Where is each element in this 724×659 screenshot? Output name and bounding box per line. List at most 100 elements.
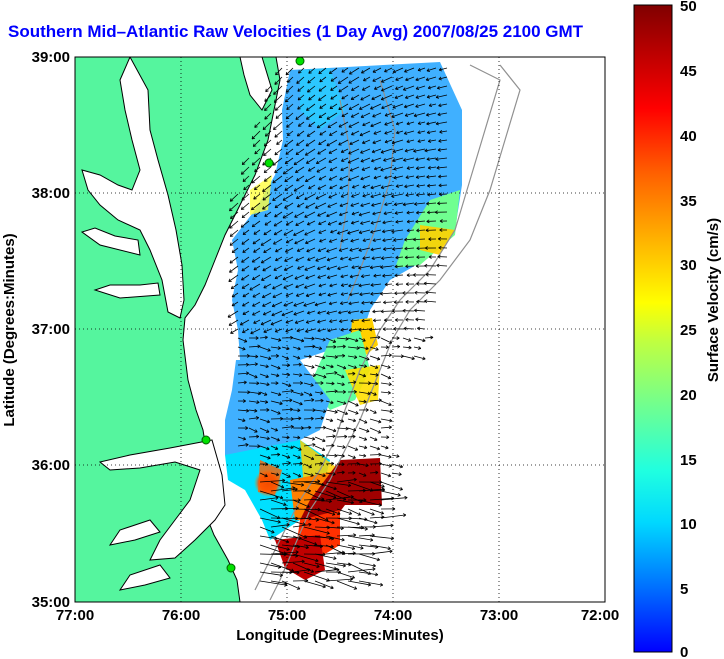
- velocity-arrow-head: [383, 247, 387, 251]
- velocity-arrow-head: [308, 464, 312, 469]
- velocity-arrow-head: [344, 411, 348, 416]
- velocity-arrow-head: [274, 81, 278, 85]
- velocity-arrow-head: [362, 184, 366, 189]
- x-tick-label: 75:00: [268, 607, 306, 624]
- velocity-arrow: [347, 427, 357, 431]
- velocity-arrow-head: [393, 238, 397, 242]
- velocity-arrow: [293, 229, 305, 236]
- velocity-arrow: [281, 355, 289, 360]
- plot-frame: [74, 56, 606, 603]
- velocity-arrow: [304, 229, 316, 236]
- velocity-arrow: [281, 346, 290, 350]
- velocity-arrow: [392, 103, 404, 109]
- velocity-arrow: [339, 175, 349, 181]
- velocity-arrow-head: [399, 464, 404, 469]
- velocity-arrow: [358, 436, 367, 441]
- velocity-arrow-head: [308, 425, 312, 430]
- velocity-arrow-head: [372, 567, 376, 571]
- velocity-arrow: [336, 364, 347, 369]
- velocity-arrow: [316, 121, 327, 129]
- velocity-arrow: [336, 517, 360, 525]
- velocity-arrow-head: [275, 472, 280, 477]
- velocity-arrow: [338, 76, 349, 84]
- velocity-arrow: [325, 435, 336, 438]
- velocity-arrow: [264, 112, 272, 120]
- velocity-arrow: [395, 184, 404, 187]
- velocity-arrow-head: [405, 77, 409, 82]
- velocity-arrow-head: [262, 197, 266, 201]
- velocity-arrow: [272, 301, 283, 307]
- velocity-arrow-head: [395, 77, 399, 81]
- velocity-arrow-head: [417, 139, 421, 143]
- velocity-arrow-head: [362, 373, 367, 378]
- velocity-arrow-head: [263, 392, 268, 396]
- velocity-arrow: [296, 76, 305, 84]
- velocity-arrow: [336, 544, 355, 550]
- velocity-arrow-head: [287, 79, 291, 83]
- velocity-arrow-head: [347, 230, 351, 235]
- velocity-arrow-head: [264, 98, 268, 102]
- velocity-arrow-head: [405, 300, 409, 304]
- velocity-arrow: [292, 373, 303, 376]
- velocity-arrow: [314, 391, 324, 394]
- velocity-arrow: [264, 220, 272, 226]
- velocity-arrow-head: [274, 134, 278, 138]
- velocity-arrow-head: [332, 495, 337, 499]
- velocity-arrow: [241, 256, 250, 263]
- velocity-arrow-head: [318, 176, 323, 181]
- velocity-arrow: [325, 481, 351, 487]
- velocity-arrow-head: [344, 434, 348, 439]
- velocity-arrow-head: [369, 265, 374, 270]
- station-marker: [226, 563, 236, 573]
- velocity-arrow: [336, 580, 357, 590]
- velocity-arrow-head: [403, 326, 407, 331]
- velocity-arrow: [358, 364, 367, 367]
- velocity-arrow-head: [299, 381, 303, 385]
- velocity-arrow-head: [369, 327, 373, 332]
- velocity-arrow-head: [339, 185, 343, 190]
- velocity-arrow-head: [297, 455, 301, 459]
- velocity-arrow-head: [341, 95, 345, 100]
- velocity-arrow: [340, 274, 349, 278]
- velocity-arrow-head: [289, 407, 293, 412]
- velocity-arrow-head: [424, 299, 428, 304]
- velocity-arrow-head: [386, 435, 390, 440]
- velocity-arrow: [369, 355, 381, 360]
- velocity-arrow: [281, 526, 307, 539]
- velocity-arrow-head: [252, 303, 256, 307]
- velocity-arrow-head: [361, 318, 365, 323]
- velocity-arrow: [263, 247, 272, 253]
- x-tick-labels: 77:00 76:00 75:00 74:00 73:00 72:00: [56, 607, 619, 624]
- x-tick-label: 74:00: [374, 607, 412, 624]
- velocity-arrow-head: [353, 389, 357, 394]
- velocity-arrow-head: [352, 455, 356, 459]
- velocity-arrow-head: [363, 473, 367, 477]
- velocity-arrow-head: [275, 464, 280, 468]
- velocity-arrow-head: [264, 107, 268, 111]
- velocity-arrow-head: [392, 158, 396, 163]
- velocity-arrow: [361, 301, 371, 304]
- velocity-arrow: [253, 229, 261, 235]
- velocity-arrow-head: [387, 473, 392, 478]
- velocity-arrow-head: [370, 229, 374, 234]
- velocity-arrow-head: [376, 557, 381, 562]
- velocity-arrow-head: [384, 131, 388, 135]
- velocity-arrow-head: [322, 473, 326, 478]
- velocity-arrow: [407, 220, 415, 223]
- velocity-arrow: [347, 364, 357, 369]
- velocity-arrow: [241, 157, 250, 165]
- velocity-arrow-head: [266, 436, 270, 441]
- velocity-arrow-head: [402, 513, 407, 518]
- velocity-arrow-head: [426, 219, 430, 224]
- velocity-arrow-head: [303, 303, 307, 307]
- velocity-arrow-head: [426, 157, 430, 161]
- velocity-arrow-head: [274, 187, 278, 191]
- velocity-arrow: [372, 310, 382, 313]
- velocity-arrow: [416, 193, 426, 196]
- velocity-arrow-head: [274, 329, 279, 333]
- velocity-arrow-head: [355, 403, 359, 407]
- velocity-arrow: [229, 202, 239, 212]
- velocity-arrow: [304, 211, 316, 218]
- velocity-arrow: [251, 256, 261, 263]
- velocity-arrow-head: [297, 106, 301, 110]
